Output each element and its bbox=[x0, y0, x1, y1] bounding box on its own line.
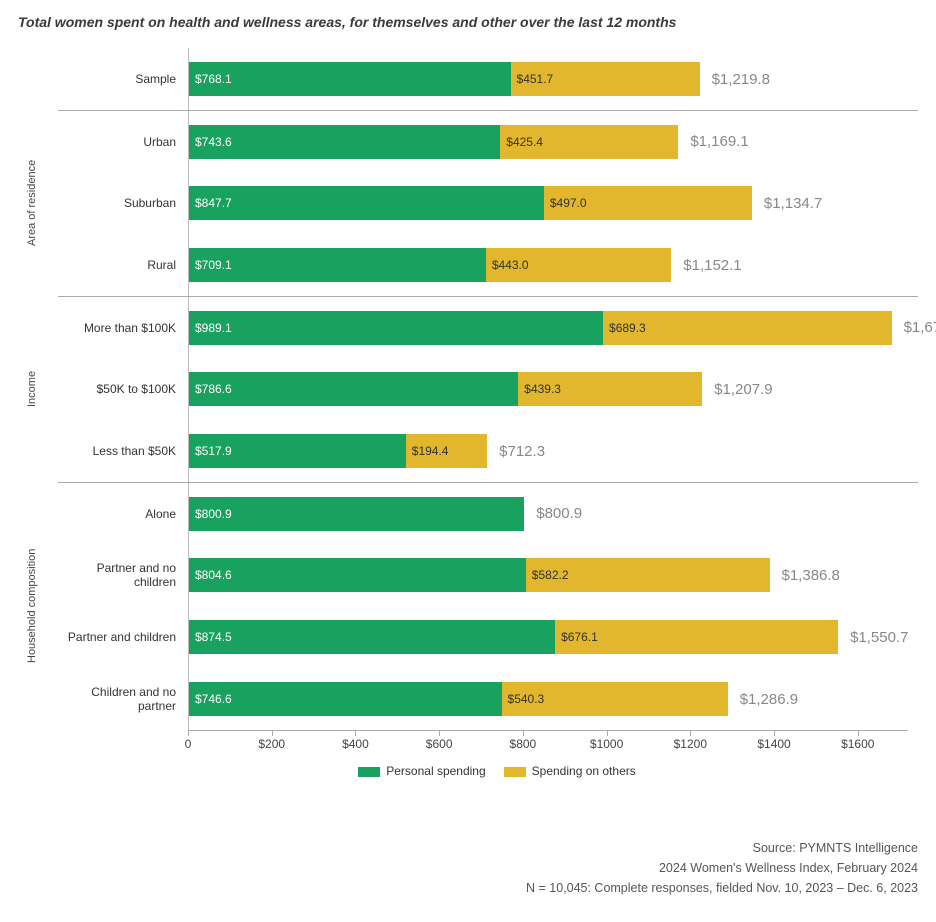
row-total: $1,169.1 bbox=[678, 133, 748, 150]
legend-label: Personal spending bbox=[386, 764, 485, 778]
bar-segment-others: $443.0 bbox=[486, 248, 671, 282]
source-footer: Source: PYMNTS Intelligence 2024 Women's… bbox=[18, 838, 918, 898]
chart-row: Less than $50K$517.9$194.4$712.3 bbox=[58, 420, 918, 482]
chart-row: Rural$709.1$443.0$1,152.1 bbox=[58, 234, 918, 296]
bar-segment-personal: $746.6 bbox=[189, 682, 502, 716]
row-label: Partner and no children bbox=[58, 561, 188, 589]
bar-track: $989.1$689.3$1,678.4 bbox=[188, 297, 936, 359]
row-total: $1,386.8 bbox=[770, 567, 840, 584]
axis-tick-label: $1000 bbox=[590, 737, 623, 751]
bar-segment-others: $425.4 bbox=[500, 125, 678, 159]
axis-tick-label: $400 bbox=[342, 737, 369, 751]
group-label: Household composition bbox=[26, 488, 42, 724]
footer-n: N = 10,045: Complete responses, fielded … bbox=[18, 878, 918, 898]
row-label: Urban bbox=[58, 135, 188, 149]
bar-segment-others: $582.2 bbox=[526, 558, 770, 592]
axis-tick-label: $1400 bbox=[757, 737, 790, 751]
legend-swatch bbox=[504, 767, 526, 777]
bar-segment-others: $194.4 bbox=[406, 434, 487, 468]
axis-tick-label: $1200 bbox=[674, 737, 707, 751]
axis-tick bbox=[523, 730, 524, 736]
axis-tick-label: $1600 bbox=[841, 737, 874, 751]
axis-tick bbox=[355, 730, 356, 736]
bar-segment-personal: $847.7 bbox=[189, 186, 544, 220]
axis-tick-label: 0 bbox=[185, 737, 192, 751]
chart-row: Children and no partner$746.6$540.3$1,28… bbox=[58, 668, 918, 730]
row-label: Alone bbox=[58, 507, 188, 521]
bar-track: $709.1$443.0$1,152.1 bbox=[188, 234, 908, 296]
row-label: Partner and children bbox=[58, 630, 188, 644]
axis-tick bbox=[439, 730, 440, 736]
chart-row: Urban$743.6$425.4$1,169.1 bbox=[58, 110, 918, 172]
footer-report: 2024 Women's Wellness Index, February 20… bbox=[18, 858, 918, 878]
bar-track: $517.9$194.4$712.3 bbox=[188, 420, 908, 482]
row-label: Rural bbox=[58, 258, 188, 272]
bar-segment-personal: $804.6 bbox=[189, 558, 526, 592]
bar-segment-others: $689.3 bbox=[603, 311, 892, 345]
chart-row: More than $100K$989.1$689.3$1,678.4 bbox=[58, 296, 918, 358]
chart-rows: Sample$768.1$451.7$1,219.8Urban$743.6$42… bbox=[58, 48, 918, 730]
bar-track: $874.5$676.1$1,550.7 bbox=[188, 606, 908, 668]
row-label: Children and no partner bbox=[58, 685, 188, 713]
bar-segment-personal: $709.1 bbox=[189, 248, 486, 282]
row-total: $1,678.4 bbox=[892, 319, 936, 336]
row-total: $1,134.7 bbox=[752, 195, 822, 212]
bar-segment-personal: $874.5 bbox=[189, 620, 555, 654]
row-total: $1,550.7 bbox=[838, 629, 908, 646]
row-label: Sample bbox=[58, 72, 188, 86]
bar-track: $804.6$582.2$1,386.8 bbox=[188, 544, 908, 606]
group-label: Area of residence bbox=[26, 116, 42, 290]
bar-segment-personal: $768.1 bbox=[189, 62, 511, 96]
bar-segment-personal: $989.1 bbox=[189, 311, 603, 345]
x-axis: 0 $200 $400 $600 $800 $1000 $1200 $1400 $1600 bbox=[188, 730, 908, 754]
chart-row: Suburban$847.7$497.0$1,134.7 bbox=[58, 172, 918, 234]
axis-tick-label: $200 bbox=[258, 737, 285, 751]
row-total: $1,152.1 bbox=[671, 257, 741, 274]
bar-track: $768.1$451.7$1,219.8 bbox=[188, 48, 908, 110]
bar-track: $786.6$439.3$1,207.9 bbox=[188, 358, 908, 420]
legend: Personal spending Spending on others bbox=[58, 764, 918, 778]
row-total: $1,219.8 bbox=[700, 71, 770, 88]
axis-tick bbox=[188, 730, 189, 736]
group-label: Income bbox=[26, 302, 42, 476]
chart-area: Sample$768.1$451.7$1,219.8Urban$743.6$42… bbox=[18, 48, 918, 778]
chart-row: Alone$800.9$800.9 bbox=[58, 482, 918, 544]
bar-segment-others: $676.1 bbox=[555, 620, 838, 654]
chart-row: Sample$768.1$451.7$1,219.8 bbox=[58, 48, 918, 110]
bar-segment-personal: $786.6 bbox=[189, 372, 518, 406]
bar-track: $743.6$425.4$1,169.1 bbox=[188, 111, 908, 173]
axis-tick-label: $800 bbox=[510, 737, 537, 751]
bar-segment-others: $540.3 bbox=[502, 682, 728, 716]
axis-tick bbox=[858, 730, 859, 736]
axis-tick bbox=[690, 730, 691, 736]
row-total: $1,207.9 bbox=[702, 381, 772, 398]
footer-source: Source: PYMNTS Intelligence bbox=[18, 838, 918, 858]
row-label: Suburban bbox=[58, 196, 188, 210]
bar-track: $847.7$497.0$1,134.7 bbox=[188, 172, 908, 234]
axis-tick bbox=[272, 730, 273, 736]
row-total: $712.3 bbox=[487, 443, 545, 460]
bar-segment-personal: $743.6 bbox=[189, 125, 500, 159]
bar-segment-personal: $800.9 bbox=[189, 497, 524, 531]
axis-tick bbox=[607, 730, 608, 736]
bar-segment-others: $439.3 bbox=[518, 372, 702, 406]
chart-title: Total women spent on health and wellness… bbox=[18, 14, 918, 30]
bar-track: $746.6$540.3$1,286.9 bbox=[188, 668, 908, 730]
bar-segment-others: $451.7 bbox=[511, 62, 700, 96]
axis-tick-label: $600 bbox=[426, 737, 453, 751]
legend-swatch bbox=[358, 767, 380, 777]
row-label: More than $100K bbox=[58, 321, 188, 335]
chart-row: $50K to $100K$786.6$439.3$1,207.9 bbox=[58, 358, 918, 420]
bar-segment-personal: $517.9 bbox=[189, 434, 406, 468]
row-total: $1,286.9 bbox=[728, 691, 798, 708]
legend-label: Spending on others bbox=[532, 764, 636, 778]
bar-segment-others: $497.0 bbox=[544, 186, 752, 220]
chart-row: Partner and no children$804.6$582.2$1,38… bbox=[58, 544, 918, 606]
row-label: Less than $50K bbox=[58, 444, 188, 458]
row-label: $50K to $100K bbox=[58, 382, 188, 396]
bar-track: $800.9$800.9 bbox=[188, 483, 908, 545]
row-total: $800.9 bbox=[524, 505, 582, 522]
axis-tick bbox=[774, 730, 775, 736]
chart-row: Partner and children$874.5$676.1$1,550.7 bbox=[58, 606, 918, 668]
